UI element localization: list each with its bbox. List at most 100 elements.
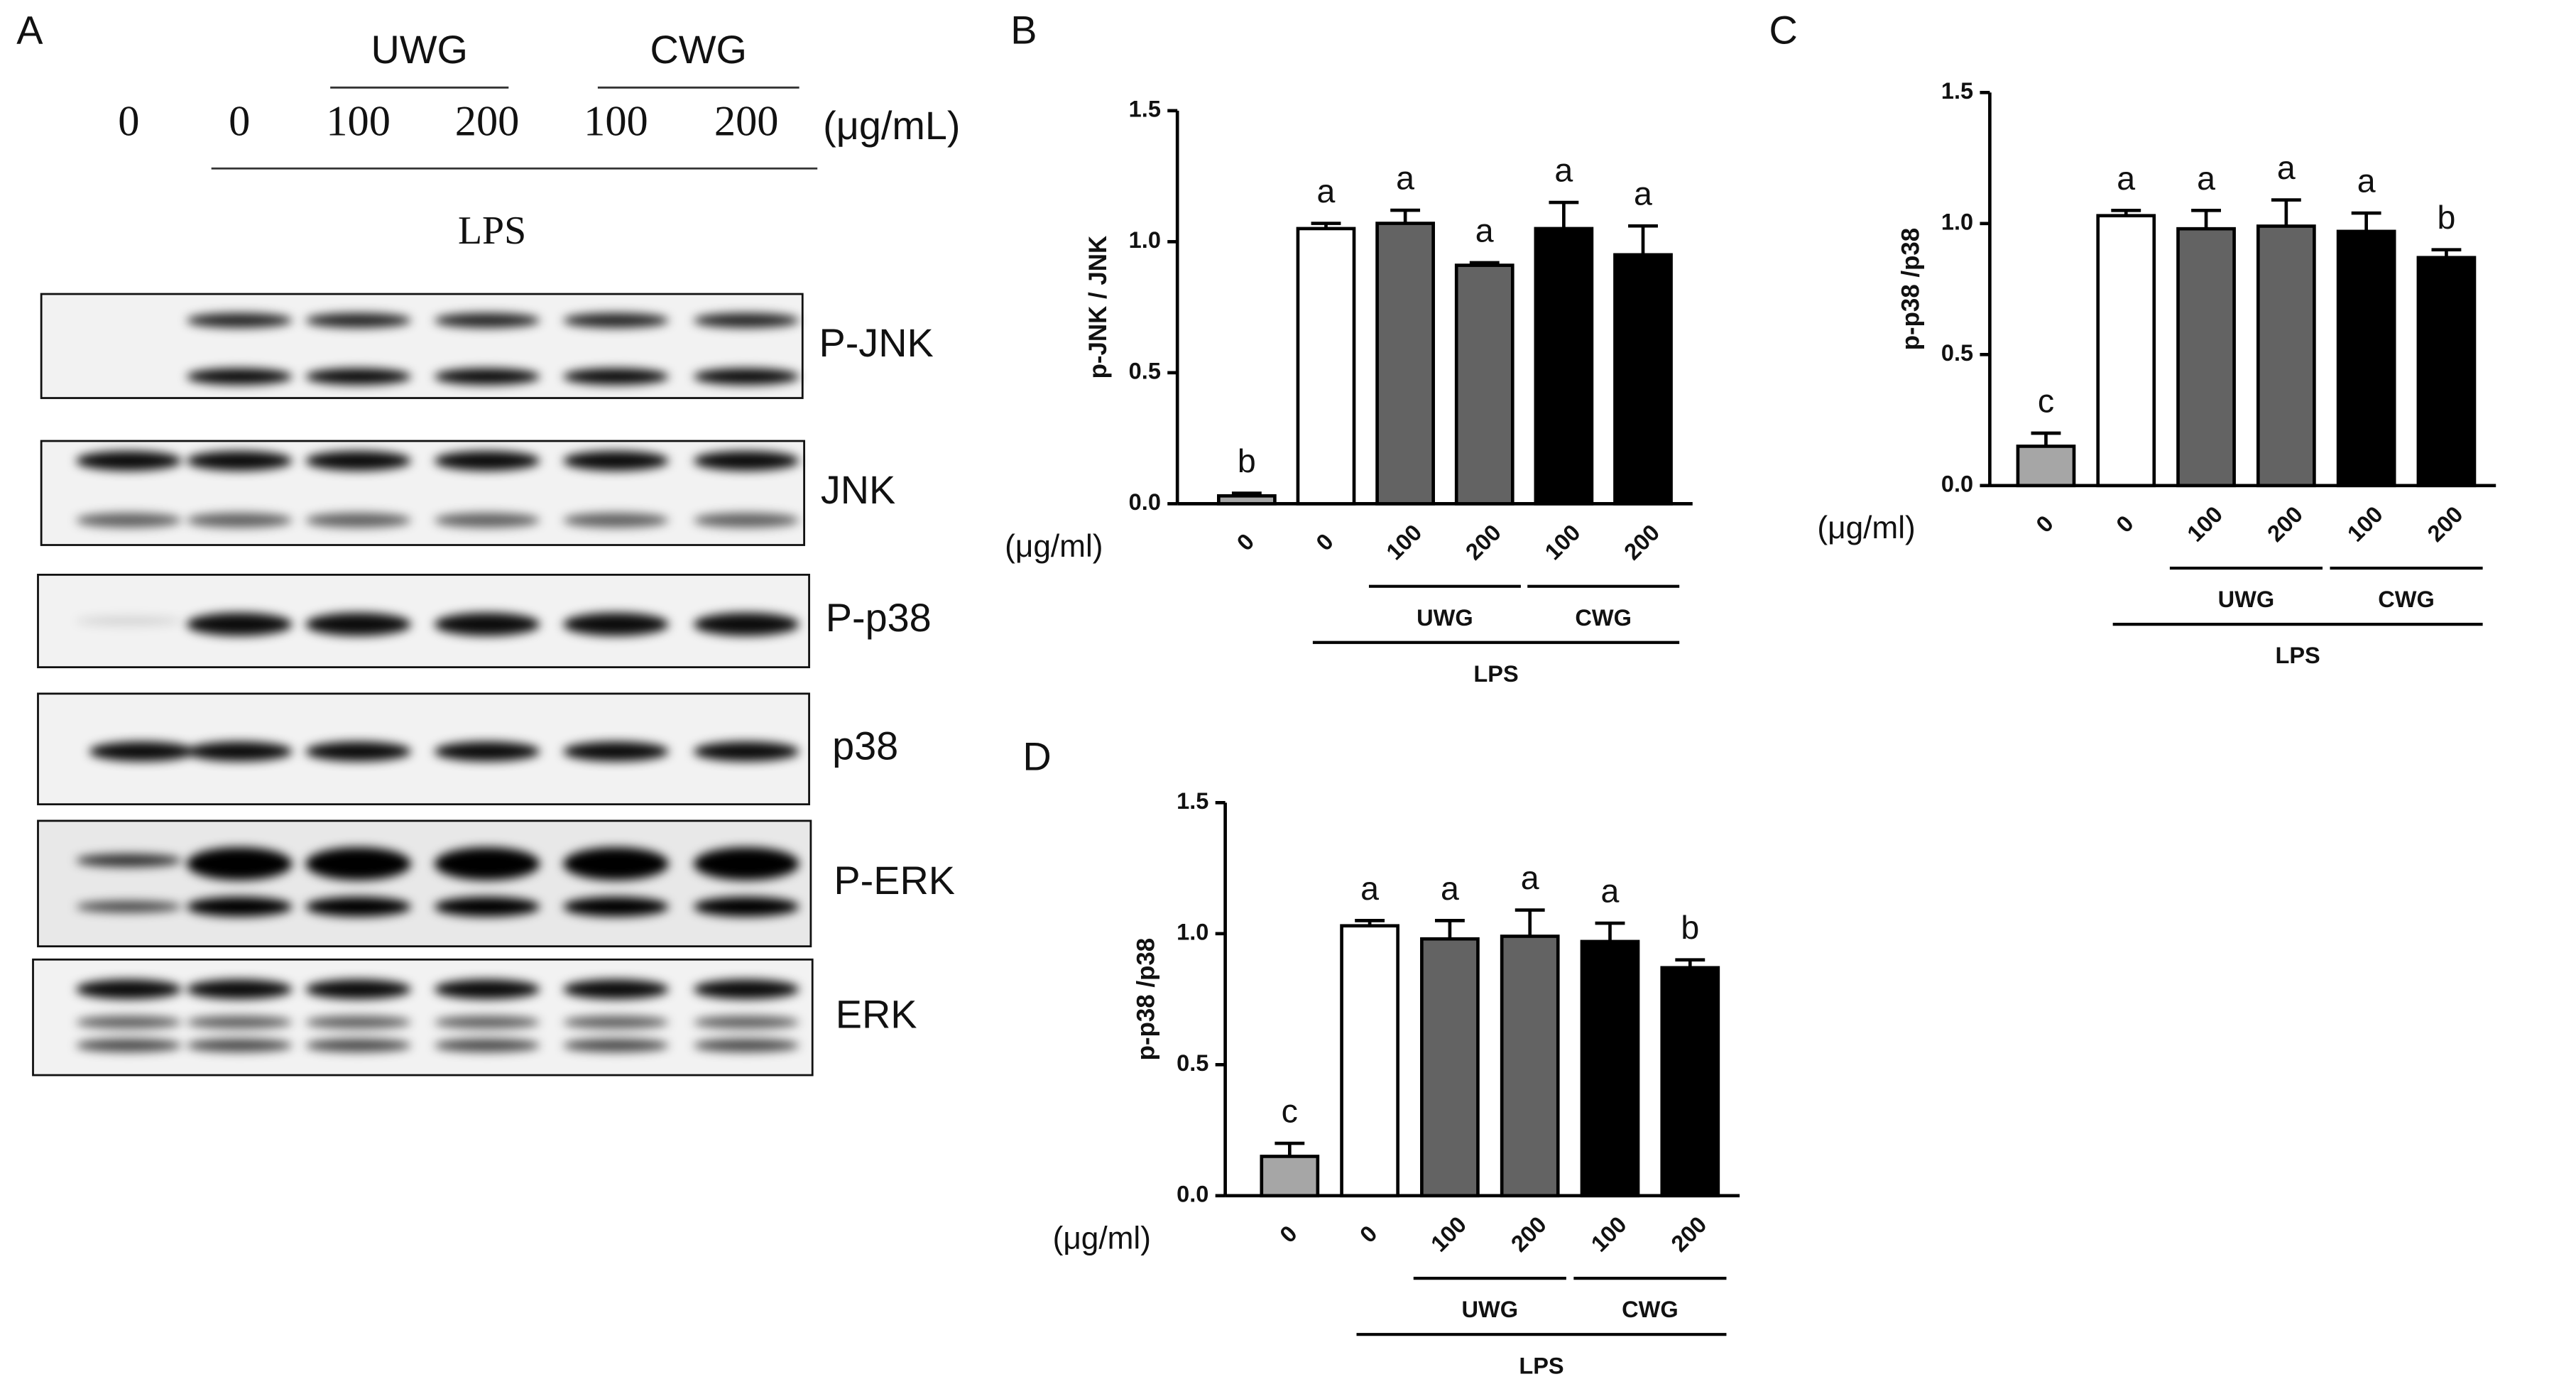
group-label: UWG <box>1417 605 1473 631</box>
treatment-label: LPS <box>2275 643 2320 668</box>
group-label: CWG <box>650 27 747 72</box>
dose-label: 0 <box>118 98 139 146</box>
significance-letter: a <box>2117 160 2135 197</box>
significance-letter: a <box>2357 162 2376 199</box>
group-label: UWG <box>2218 587 2275 612</box>
significance-letter: a <box>2277 149 2296 186</box>
panel-letter: A <box>16 7 43 52</box>
significance-letter: a <box>1396 160 1414 197</box>
band <box>693 368 799 385</box>
band <box>434 368 540 385</box>
band <box>434 312 540 328</box>
bar <box>1420 937 1480 1198</box>
band <box>186 513 293 528</box>
band <box>434 847 540 881</box>
band <box>563 741 669 762</box>
y-tick-label: 0.5 <box>1129 358 1161 383</box>
row-label: P-ERK <box>834 858 955 903</box>
bar <box>1500 935 1560 1198</box>
band <box>186 847 293 881</box>
bar <box>2256 224 2316 488</box>
blot-bands <box>75 612 799 636</box>
row-label: JNK <box>821 467 895 512</box>
band <box>563 979 669 1000</box>
band <box>563 312 669 328</box>
band <box>305 513 412 528</box>
treatment-label: LPS <box>458 209 526 253</box>
x-tick-label: 200 <box>2423 501 2468 547</box>
x-tick-label: 200 <box>1461 520 1506 565</box>
x-tick-label: 0 <box>1355 1221 1382 1248</box>
band <box>75 513 182 528</box>
band <box>305 847 412 881</box>
y-tick-label: 1.0 <box>1941 209 1973 234</box>
group-label: CWG <box>1622 1297 1679 1322</box>
blot-bands <box>75 979 799 1052</box>
band <box>434 896 540 917</box>
band <box>75 450 182 471</box>
bar <box>1660 966 1720 1198</box>
y-tick-label: 0.0 <box>1129 489 1161 515</box>
bar <box>2416 256 2477 488</box>
band <box>305 450 412 471</box>
y-axis-label: p-JNK / JNK <box>1084 236 1112 379</box>
band <box>693 450 799 471</box>
band <box>434 979 540 1000</box>
x-tick-label: 100 <box>1540 520 1586 565</box>
band <box>89 741 195 762</box>
bar <box>1296 227 1356 506</box>
band <box>563 1038 669 1052</box>
panel-letter: C <box>1769 7 1798 52</box>
dose-label: 100 <box>584 98 648 146</box>
band <box>75 1015 182 1029</box>
x-tick-label: 0 <box>2031 511 2058 538</box>
band <box>305 368 412 385</box>
unit-label: (μg/mL) <box>823 103 960 148</box>
significance-letter: a <box>1441 870 1459 907</box>
x-tick-label: 100 <box>1381 520 1426 565</box>
unit-label: (μg/ml) <box>1053 1221 1151 1255</box>
significance-letter: a <box>1475 212 1494 249</box>
bar <box>1216 494 1277 506</box>
x-tick-label: 0 <box>2111 511 2138 538</box>
band <box>563 513 669 528</box>
treatment-label: LPS <box>1519 1353 1563 1378</box>
band <box>186 1015 293 1029</box>
group-label: UWG <box>1462 1297 1519 1322</box>
bar <box>1260 1155 1320 1198</box>
unit-label: (μg/ml) <box>1817 511 1915 545</box>
band <box>305 1038 412 1052</box>
significance-letter: c <box>1282 1092 1298 1129</box>
y-tick-label: 1.0 <box>1129 227 1161 253</box>
dose-label: 100 <box>326 98 391 146</box>
band <box>563 612 669 636</box>
y-tick-label: 1.5 <box>1177 788 1208 814</box>
bar <box>1613 253 1673 506</box>
significance-letter: b <box>1681 909 1699 946</box>
band <box>693 979 799 1000</box>
bar <box>2096 214 2156 488</box>
band <box>434 612 540 636</box>
band <box>434 1038 540 1052</box>
significance-letter: a <box>1634 175 1652 212</box>
x-tick-label: 0 <box>1232 528 1259 555</box>
bar <box>2016 445 2076 488</box>
band <box>693 741 799 762</box>
y-axis-label: p-p38 /p38 <box>1133 938 1160 1061</box>
row-label: P-JNK <box>819 320 934 365</box>
band <box>186 612 293 636</box>
band <box>693 312 799 328</box>
group-label: CWG <box>1575 605 1632 631</box>
x-tick-label: 100 <box>1426 1211 1471 1257</box>
bar <box>1580 939 1640 1198</box>
blot-bands <box>75 450 799 528</box>
x-tick-label: 200 <box>1666 1211 1712 1257</box>
bar <box>1454 263 1515 506</box>
x-tick-label: 200 <box>1506 1211 1551 1257</box>
y-tick-label: 0.0 <box>1177 1181 1208 1206</box>
band <box>693 612 799 636</box>
band <box>75 854 182 868</box>
dose-label: 200 <box>714 98 779 146</box>
